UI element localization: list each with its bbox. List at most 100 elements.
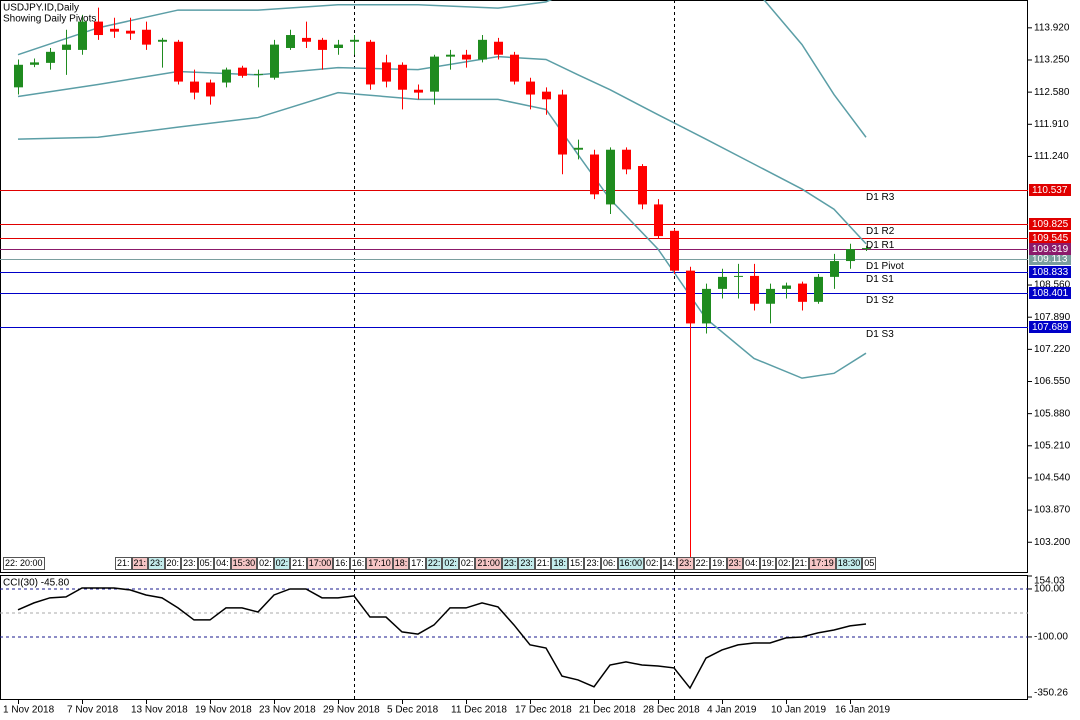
x-tick-label: 19 Nov 2018 — [195, 705, 252, 716]
candle-body — [494, 41, 503, 55]
session-label: 02: — [644, 557, 661, 570]
pivot-name: D1 S3 — [866, 329, 894, 340]
y-tick-label: 107.220 — [1034, 344, 1071, 355]
candle-body — [382, 62, 391, 82]
x-tick-label: 23 Nov 2018 — [259, 705, 316, 716]
session-label: 05: — [197, 557, 215, 570]
candle-body — [462, 54, 471, 60]
pivot-name: D1 R3 — [866, 192, 895, 203]
price-box — [1029, 184, 1071, 196]
candle-body — [190, 81, 199, 93]
candle-body — [270, 44, 279, 78]
session-label: 20: — [164, 557, 182, 570]
candle-body — [574, 147, 583, 150]
session-label: 23: — [677, 557, 694, 570]
candle-body — [94, 21, 103, 36]
candle-body — [766, 288, 775, 304]
bollinger-band — [17, 0, 867, 138]
session-label: 23: — [584, 557, 601, 570]
price-box — [1029, 287, 1071, 299]
pivot-name: D1 S2 — [866, 295, 894, 306]
x-tick-label: 13 Nov 2018 — [131, 705, 188, 716]
y-tick-label: 103.870 — [1034, 505, 1071, 516]
session-label: 21: — [290, 557, 307, 570]
session-label: 02: — [458, 557, 476, 570]
session-label: 02: — [442, 557, 459, 570]
candle-body — [398, 64, 407, 90]
price-box — [1029, 243, 1071, 255]
bollinger-band — [17, 55, 867, 245]
candle-body — [62, 44, 71, 50]
candle-body — [126, 30, 135, 34]
candle-body — [702, 288, 711, 324]
candle-body — [734, 275, 743, 277]
y-tick-label: 113.250 — [1034, 55, 1070, 66]
x-tick-label: 16 Jan 2019 — [835, 705, 890, 716]
session-label: 16: — [349, 557, 367, 570]
candle-body — [414, 89, 423, 93]
candle-body — [510, 54, 519, 82]
pivot-name: D1 R2 — [866, 226, 895, 237]
candle-body — [238, 67, 247, 76]
session-label: 17:19 — [809, 557, 836, 570]
candle-body — [158, 39, 167, 42]
candle-body — [638, 166, 647, 205]
candle-body — [686, 270, 695, 324]
y-tick-label: -350.26 — [1034, 688, 1068, 699]
y-tick-label: 100.00 — [1034, 584, 1065, 595]
candle-body — [30, 62, 39, 65]
main-plot — [0, 0, 1028, 563]
candle-body — [526, 81, 535, 95]
session-label: 17:00 — [306, 557, 334, 570]
price-box-label: 109.113 — [1032, 254, 1068, 265]
session-label: 17:10 — [366, 557, 393, 570]
cci-title: CCI(30) -45.80 — [3, 578, 70, 589]
bollinger-band — [17, 91, 867, 379]
session-label: 19: — [759, 557, 777, 570]
cci-frame — [0, 575, 1028, 700]
y-tick-label: 111.240 — [1034, 151, 1069, 162]
candle-body — [542, 91, 551, 100]
price-box — [1029, 232, 1071, 244]
session-label: 16: — [333, 557, 350, 570]
candle-body — [798, 283, 807, 302]
candle-body — [846, 249, 855, 262]
y-tick-label: 103.200 — [1034, 537, 1071, 548]
y-tick-label: 154.03 — [1034, 576, 1065, 587]
price-box-label: 109.825 — [1032, 219, 1069, 230]
candle-body — [718, 276, 727, 289]
session-label: 21:00 — [475, 557, 502, 570]
x-tick-label: 29 Nov 2018 — [323, 705, 380, 716]
candle-body — [654, 204, 663, 237]
y-tick-label: 112.580 — [1034, 87, 1070, 98]
candle-body — [46, 51, 55, 63]
session-label: 23: — [726, 557, 744, 570]
price-box — [1029, 218, 1071, 230]
candle-body — [318, 39, 327, 50]
candle-body — [334, 44, 343, 48]
candle-body — [782, 285, 791, 289]
candle-body — [750, 275, 759, 304]
session-label: 22: 20:00 — [3, 557, 45, 570]
x-tick-label: 17 Dec 2018 — [515, 705, 572, 716]
candle-body — [622, 149, 631, 170]
price-box-label: 110.537 — [1032, 185, 1068, 196]
candle-body — [446, 54, 455, 57]
candle-body — [286, 35, 295, 48]
price-box-label: 109.545 — [1032, 233, 1069, 244]
x-tick-label: 28 Dec 2018 — [643, 705, 700, 716]
price-box-label: 107.689 — [1032, 322, 1069, 333]
session-label: 02: — [257, 557, 274, 570]
price-box — [1029, 253, 1071, 265]
session-label: 21: — [131, 557, 149, 570]
session-label: 22: — [693, 557, 711, 570]
session-label: 04: — [743, 557, 760, 570]
session-label: 23: — [148, 557, 165, 570]
x-tick-label: 21 Dec 2018 — [579, 705, 636, 716]
pivot-name: D1 S1 — [866, 274, 894, 285]
candle-body — [206, 82, 215, 97]
candle-body — [174, 41, 183, 82]
x-tick-label: 11 Dec 2018 — [451, 705, 507, 716]
